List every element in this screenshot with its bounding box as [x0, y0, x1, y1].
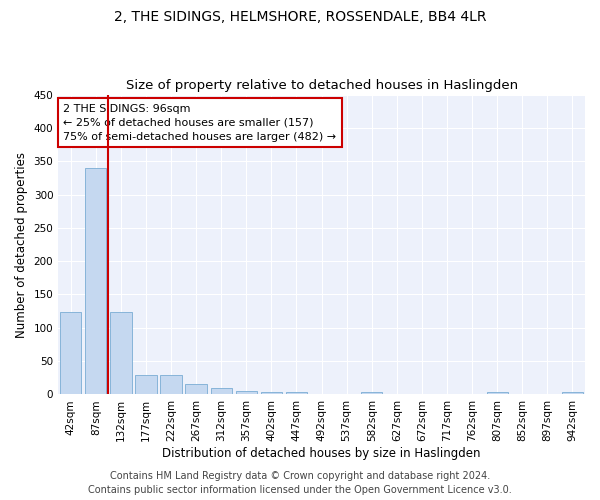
Title: Size of property relative to detached houses in Haslingden: Size of property relative to detached ho…	[125, 79, 518, 92]
Bar	[110, 312, 131, 394]
Bar	[562, 392, 583, 394]
X-axis label: Distribution of detached houses by size in Haslingden: Distribution of detached houses by size …	[163, 447, 481, 460]
Bar	[85, 168, 106, 394]
Bar	[211, 388, 232, 394]
Bar	[236, 391, 257, 394]
Bar	[261, 392, 282, 394]
Bar	[185, 384, 207, 394]
Text: 2, THE SIDINGS, HELMSHORE, ROSSENDALE, BB4 4LR: 2, THE SIDINGS, HELMSHORE, ROSSENDALE, B…	[114, 10, 486, 24]
Text: 2 THE SIDINGS: 96sqm
← 25% of detached houses are smaller (157)
75% of semi-deta: 2 THE SIDINGS: 96sqm ← 25% of detached h…	[64, 104, 337, 142]
Bar	[286, 392, 307, 394]
Bar	[361, 392, 382, 394]
Bar	[60, 312, 82, 394]
Bar	[136, 375, 157, 394]
Bar	[160, 375, 182, 394]
Bar	[487, 392, 508, 394]
Text: Contains HM Land Registry data © Crown copyright and database right 2024.
Contai: Contains HM Land Registry data © Crown c…	[88, 471, 512, 495]
Y-axis label: Number of detached properties: Number of detached properties	[15, 152, 28, 338]
